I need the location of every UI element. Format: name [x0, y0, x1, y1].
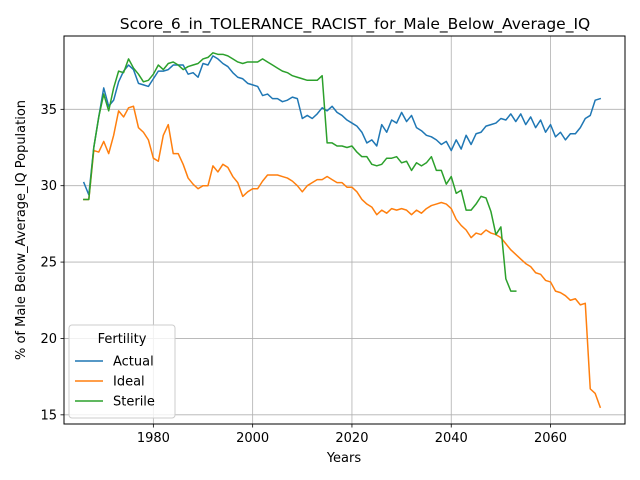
chart-title: Score_6_in_TOLERANCE_RACIST_for_Male_Bel…: [120, 15, 590, 34]
legend-label-actual: Actual: [113, 355, 154, 370]
x-axis-title: Years: [326, 451, 362, 466]
y-axis-title: % of Male Below_Average_IQ Population: [14, 100, 29, 360]
x-tick-label: 2040: [435, 431, 468, 446]
legend-label-sterile: Sterile: [113, 395, 155, 410]
legend: Fertility Actual Ideal Sterile: [68, 324, 176, 419]
series-line-ideal: [83, 105, 602, 409]
y-tick-label: 20: [40, 332, 57, 347]
y-tick-label: 25: [40, 256, 57, 271]
x-tick-label: 1980: [137, 431, 170, 446]
gridlines: [64, 36, 625, 424]
legend-title: Fertility: [98, 332, 147, 347]
x-tick-label: 2060: [534, 431, 567, 446]
series-lines: [82, 52, 602, 409]
series-line-sterile: [83, 52, 517, 292]
y-tick-label: 15: [40, 408, 57, 423]
series-line-actual: [82, 55, 602, 196]
legend-box: [68, 324, 176, 419]
x-tick-label: 2000: [236, 431, 269, 446]
legend-entries: Actual Ideal Sterile: [75, 355, 155, 410]
legend-label-ideal: Ideal: [113, 375, 145, 390]
plot-frame: [63, 35, 626, 425]
y-tick-label: 30: [40, 179, 57, 194]
axis-ticks: 1980 2000 2020 2040 2060 15 20 25 30 35: [40, 103, 567, 446]
y-tick-label: 35: [40, 103, 57, 118]
x-tick-label: 2020: [335, 431, 368, 446]
